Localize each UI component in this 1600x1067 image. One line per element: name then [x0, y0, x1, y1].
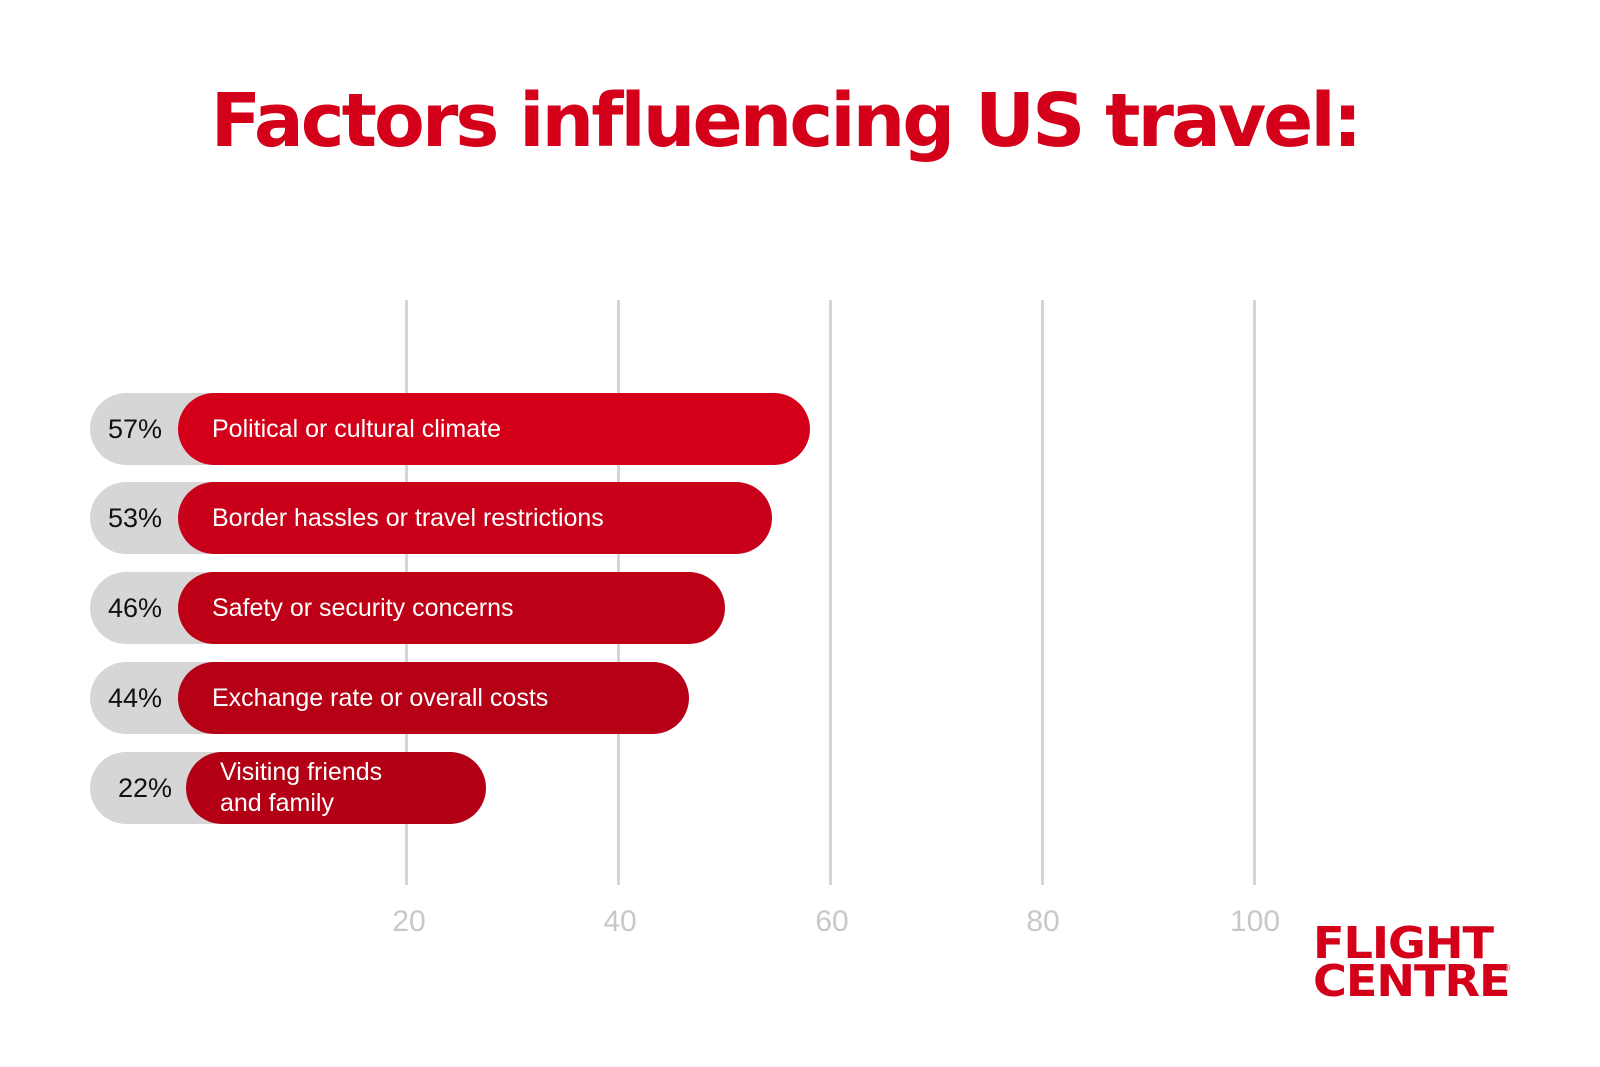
value-label: 53% [108, 503, 163, 533]
gridline-80 [1041, 300, 1044, 885]
bar: Political or cultural climate [178, 393, 810, 465]
x-tick: 20 [392, 905, 426, 938]
x-tick: 100 [1229, 905, 1281, 938]
logo-line1: FLIGHT [1313, 918, 1494, 969]
bar: Visiting friends and family [186, 752, 486, 824]
bar: Border hassles or travel restrictions [178, 482, 772, 554]
gridline-60 [829, 300, 832, 885]
logo-line2: CENTRE [1313, 956, 1511, 1007]
gridline-100 [1253, 300, 1256, 885]
bar-label-line1: Visiting friends [220, 758, 383, 786]
x-tick: 60 [815, 905, 849, 938]
chart-title: Factors influencing US travel: [210, 78, 1363, 164]
value-label: 44% [108, 683, 163, 713]
value-label: 46% [108, 593, 163, 623]
x-tick: 40 [603, 905, 637, 938]
value-label: 57% [108, 414, 163, 444]
registered-mark: ® [1503, 963, 1511, 974]
x-tick: 80 [1026, 905, 1060, 938]
value-label: 22% [118, 773, 173, 803]
bar-label-line2: and family [220, 789, 334, 817]
bar: Safety or security concerns [178, 572, 725, 644]
bar: Exchange rate or overall costs [178, 662, 689, 734]
flight-centre-logo: FLIGHT CENTRE [1313, 918, 1511, 1007]
